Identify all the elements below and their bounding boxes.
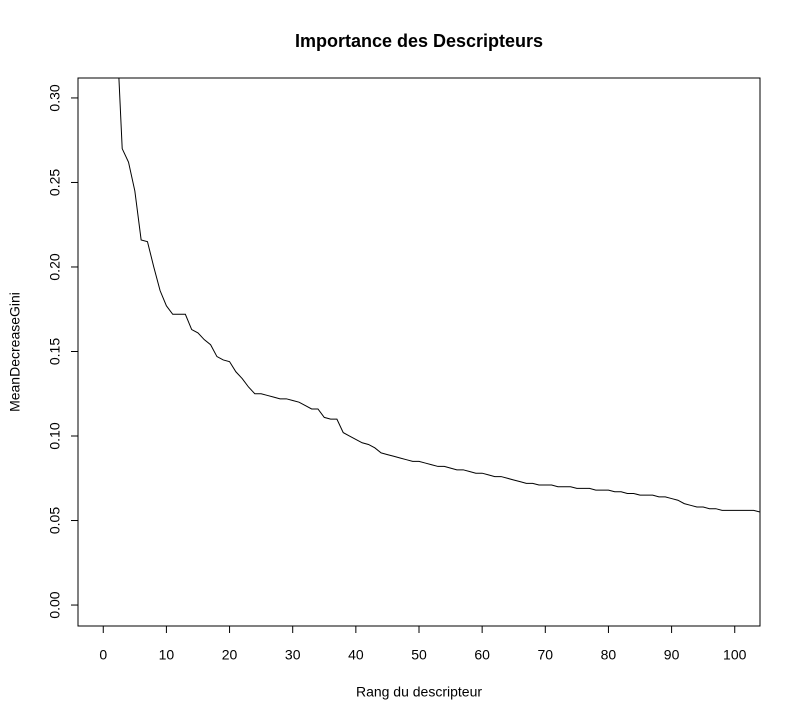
- x-tick-label: 20: [222, 647, 238, 663]
- data-line: [118, 78, 760, 513]
- x-tick-label: 90: [664, 647, 680, 663]
- y-tick-label: 0.05: [47, 507, 63, 534]
- y-tick-label: 0.20: [47, 253, 63, 280]
- x-tick-label: 100: [723, 647, 747, 663]
- x-axis-label: Rang du descripteur: [356, 684, 482, 700]
- x-tick-label: 50: [411, 647, 427, 663]
- y-tick-label: 0.10: [47, 422, 63, 449]
- x-tick-label: 80: [601, 647, 617, 663]
- x-tick-label: 30: [285, 647, 301, 663]
- x-tick-label: 70: [538, 647, 554, 663]
- chart-title: Importance des Descripteurs: [295, 31, 543, 51]
- x-tick-label: 10: [159, 647, 175, 663]
- x-tick-label: 60: [474, 647, 490, 663]
- y-tick-label: 0.15: [47, 338, 63, 365]
- y-tick-label: 0.25: [47, 169, 63, 196]
- y-tick-label: 0.30: [47, 84, 63, 111]
- y-axis-label: MeanDecreaseGini: [7, 292, 23, 412]
- y-tick-label: 0.00: [47, 591, 63, 618]
- x-tick-label: 40: [348, 647, 364, 663]
- x-tick-label: 0: [99, 647, 107, 663]
